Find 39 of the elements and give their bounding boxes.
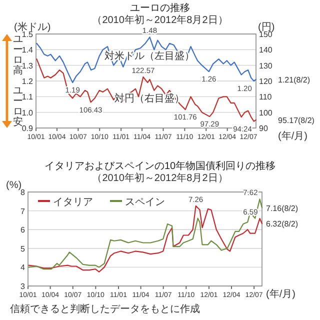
y2-tick-label: 110 [259, 92, 272, 102]
y2-tick-label: 100 [259, 108, 273, 118]
text: 信頼できると判断したデータをもとに作成 [10, 303, 200, 315]
y-tick-label: 5 [20, 244, 26, 254]
annotation: 1.21(8/2) [278, 75, 310, 84]
y-tick-label: 1.5 [22, 30, 34, 39]
x-axis-title: (年/月) [266, 288, 296, 300]
y-tick-label: 1.1 [22, 92, 34, 102]
annotation: 7.16(8/2) [266, 204, 298, 213]
y-axis-title: (%) [6, 180, 22, 191]
x-axis-title: (年/月) [278, 130, 308, 142]
y-tick-label: 0.9 [22, 124, 34, 133]
y-tick-label: 7 [20, 206, 26, 216]
y2-tick-label: 130 [259, 61, 273, 70]
y-tick-label: 1.2 [22, 77, 34, 86]
y2-axis-title: (円) [258, 22, 275, 33]
y-tick-label: 8 [20, 188, 26, 197]
chart-subtitle: （2010年初～2012年8月2日） [92, 172, 228, 184]
y-tick-label: 6 [20, 226, 26, 235]
annotation: 6.32(8/2) [266, 220, 298, 229]
y-tick-label: 1.3 [22, 61, 34, 70]
chart-subtitle: （2010年初～2012年8月2日） [92, 14, 228, 26]
legend-label: イタリア [53, 197, 93, 208]
y2-tick-label: 90 [259, 124, 268, 133]
text: ユーロ高 [13, 34, 23, 76]
text: ユーロ安 [13, 86, 23, 128]
y2-tick-label: 120 [259, 77, 273, 86]
legend-label: スペイン [125, 197, 165, 208]
y-tick-label: 3 [20, 282, 26, 291]
chart-title: ユーロの推移 [130, 2, 190, 14]
y2-tick-label: 140 [259, 46, 273, 55]
y-tick-label: 1.4 [22, 46, 34, 55]
line-series [36, 36, 257, 84]
y2-tick-label: 150 [259, 30, 273, 39]
text: 95.17(8/2) [278, 116, 315, 125]
y-axis-title: (米ドル) [14, 21, 51, 33]
y-tick-label: 4 [20, 263, 26, 272]
chart-title: イタリアおよびスペインの10年物国債利回りの推移 [44, 160, 276, 172]
y-tick-label: 1.0 [22, 108, 34, 118]
